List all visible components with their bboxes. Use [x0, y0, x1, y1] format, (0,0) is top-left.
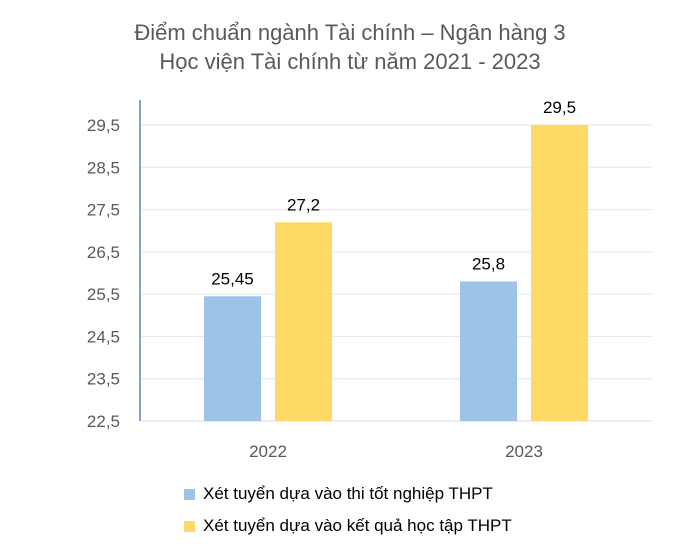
data-label: 29,5: [543, 98, 576, 117]
bar-series-1-2023: [460, 281, 517, 421]
legend-swatch-series-1: [184, 488, 195, 500]
x-tick-label: 2022: [249, 442, 287, 461]
chart-subtitle: Học viện Tài chính từ năm 2021 - 2023: [159, 49, 541, 74]
x-tick-label: 2023: [505, 442, 543, 461]
y-tick-label: 23,5: [87, 370, 120, 389]
chart-title: Điểm chuẩn ngành Tài chính – Ngân hàng 3: [134, 20, 566, 45]
legend-label-series-1: Xét tuyển dựa vào thi tốt nghiệp THPT: [203, 484, 493, 503]
y-tick-label: 26,5: [87, 243, 120, 262]
legend-label-series-2: Xét tuyển dựa vào kết quả học tập THPT: [203, 516, 512, 535]
bar-series-2-2022: [275, 222, 332, 421]
legend-item-series-2: Xét tuyển dựa vào kết quả học tập THPT: [184, 510, 512, 542]
y-tick-label: 28,5: [87, 158, 120, 177]
chart-title-block: Điểm chuẩn ngành Tài chính – Ngân hàng 3…: [0, 18, 700, 76]
bar-series-2-2023: [531, 125, 588, 421]
data-label: 27,2: [287, 195, 320, 214]
data-label: 25,45: [211, 269, 254, 288]
legend-item-series-1: Xét tuyển dựa vào thi tốt nghiệp THPT: [184, 478, 512, 510]
data-label: 25,8: [472, 254, 505, 273]
legend-swatch-series-2: [184, 520, 195, 532]
y-tick-label: 25,5: [87, 285, 120, 304]
y-tick-label: 27,5: [87, 201, 120, 220]
bar-chart: 22,5 23,5 24,5 25,5 26,5 27,5 28,5 29,5 25,45 27,…: [87, 98, 652, 461]
y-tick-label: 22,5: [87, 412, 120, 431]
bar-series-1-2022: [204, 296, 261, 421]
chart-legend: Xét tuyển dựa vào thi tốt nghiệp THPT Xé…: [184, 478, 512, 542]
y-tick-label: 24,5: [87, 327, 120, 346]
y-tick-label: 29,5: [87, 116, 120, 135]
